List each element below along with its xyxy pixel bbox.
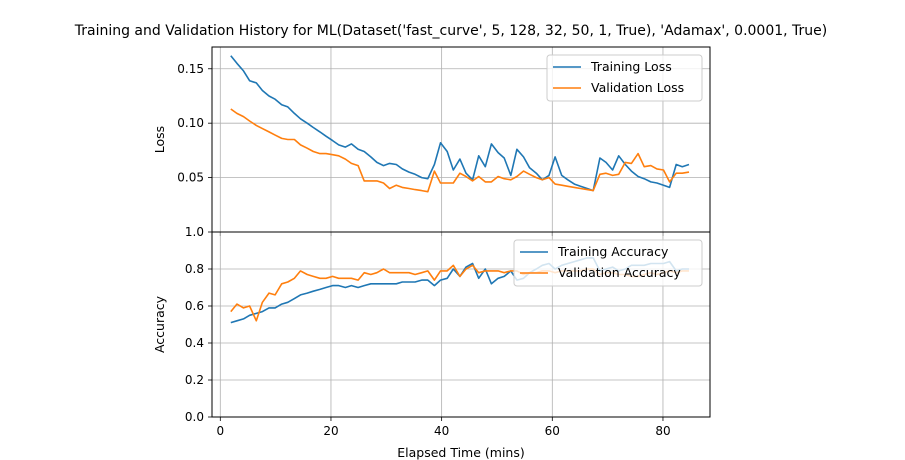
- loss-ytick-label: 0.15: [177, 62, 204, 76]
- accuracy-legend-box: [513, 239, 703, 287]
- accuracy-ytick-label: 0.2: [185, 373, 204, 387]
- xtick-label: 40: [434, 424, 449, 438]
- accuracy-ylabel: Accuracy: [152, 295, 167, 353]
- accuracy-ticks: 0 20 40 60 80 0.0 0.2 0.4 0.6 0.8 1.0: [185, 225, 671, 438]
- loss-legend-box: [546, 54, 703, 102]
- accuracy-ytick-label: 0.8: [185, 262, 204, 276]
- accuracy-ytick-label: 0.4: [185, 336, 204, 350]
- training-loss-line: [230, 55, 690, 192]
- legend-label: Training Loss: [590, 59, 672, 74]
- x-axis-label: Elapsed Time (mins): [397, 445, 524, 460]
- legend-label: Validation Accuracy: [558, 265, 681, 280]
- loss-ylabel: Loss: [152, 126, 167, 153]
- figure-title: Training and Validation History for ML(D…: [74, 23, 828, 39]
- accuracy-ytick-label: 1.0: [185, 225, 204, 239]
- xtick-label: 0: [216, 424, 224, 438]
- legend-label: Validation Loss: [591, 80, 684, 95]
- loss-ytick-label: 0.05: [177, 171, 204, 185]
- accuracy-ytick-label: 0.6: [185, 299, 204, 313]
- accuracy-axes-frame: [211, 231, 711, 418]
- xtick-label: 60: [545, 424, 560, 438]
- accuracy-legend: Training Accuracy Validation Accuracy: [513, 239, 703, 287]
- accuracy-subplot: 0 20 40 60 80 0.0 0.2 0.4 0.6 0.8 1.0 Accuracy Ela…: [152, 225, 711, 460]
- validation-loss-line: [230, 108, 690, 193]
- xtick-label: 80: [655, 424, 670, 438]
- loss-series: [230, 55, 690, 193]
- loss-subplot: 0.05 0.10 0.15 Loss Training Loss Validatio…: [152, 46, 711, 236]
- xtick-label: 20: [323, 424, 338, 438]
- accuracy-ytick-label: 0.0: [185, 410, 204, 424]
- loss-ytick-label: 0.10: [177, 116, 204, 130]
- loss-legend: Training Loss Validation Loss: [546, 54, 703, 102]
- legend-label: Training Accuracy: [557, 244, 669, 259]
